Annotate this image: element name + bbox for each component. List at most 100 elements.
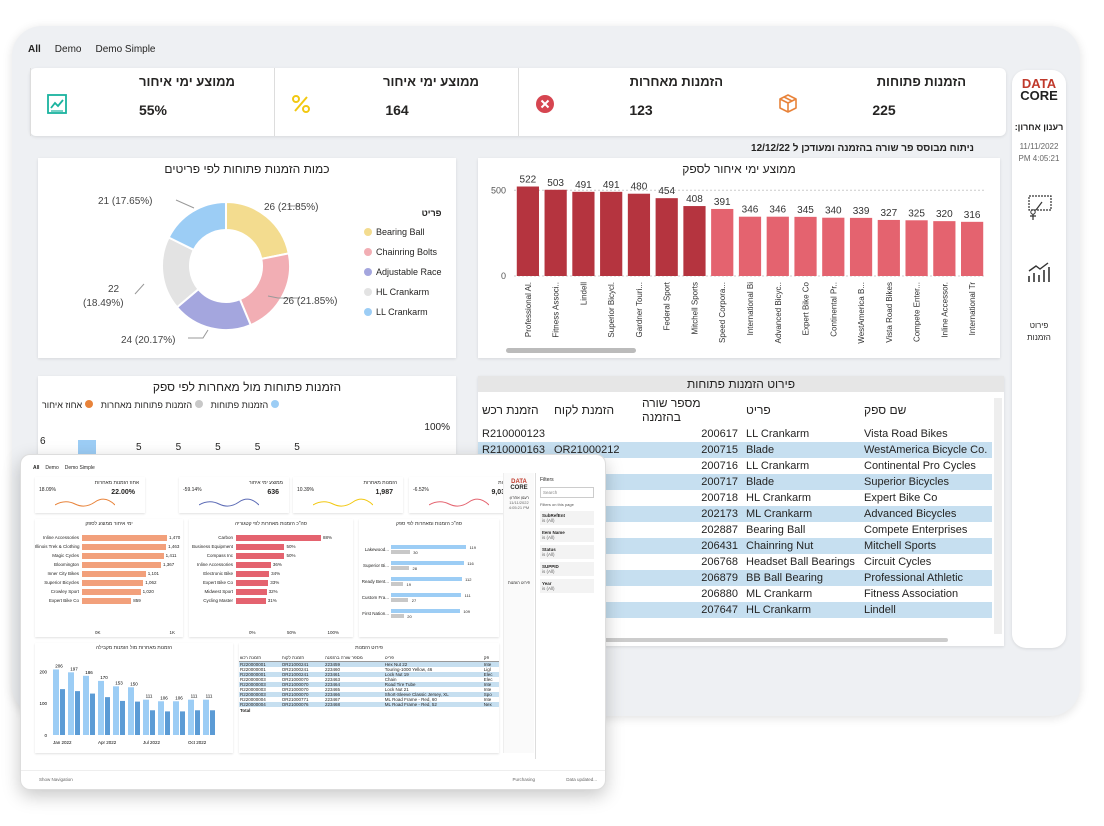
- inset-column[interactable]: [143, 699, 149, 735]
- kpi-avg-late-days[interactable]: ממוצע ימי איחור 164: [274, 68, 519, 136]
- growth-chart-icon[interactable]: [1026, 260, 1052, 291]
- inset-column[interactable]: [135, 701, 140, 735]
- inset-column[interactable]: [75, 691, 80, 735]
- inset-bar-row[interactable]: First Nation... 109 20: [362, 608, 470, 619]
- inset-column[interactable]: [113, 686, 119, 735]
- table-row[interactable]: R220000003 OR21000070 223466 Short-Sleeve C…: [239, 692, 499, 697]
- col-header-vendor[interactable]: שם ספק: [860, 394, 992, 426]
- bar-professional-al[interactable]: [516, 186, 539, 276]
- bar-speed-corpora[interactable]: [711, 208, 734, 276]
- inset-bar-row[interactable]: Carbon 88%: [218, 534, 333, 541]
- inset-bar-row[interactable]: Business Equipment 50%: [191, 543, 296, 550]
- tab-all[interactable]: All: [28, 44, 41, 55]
- inset-bar-row[interactable]: Illinois Trek & Clothing 1,463: [35, 543, 180, 550]
- inset-bar-row[interactable]: Midwest Sport 32%: [204, 588, 278, 595]
- inset-column[interactable]: [128, 687, 134, 735]
- inset-bar-row[interactable]: Superior Bi... 116 28: [362, 560, 474, 571]
- table-row[interactable]: R220000004 OR21000076 223468 ML Road Frame …: [239, 702, 499, 707]
- kpi-late-orders[interactable]: הזמנות מאחרות 123: [518, 68, 763, 136]
- horizontal-scrollbar[interactable]: [488, 638, 948, 642]
- show-navigation-button[interactable]: Show Navigation: [39, 777, 73, 782]
- inset-column[interactable]: [158, 701, 164, 735]
- filter-card-status[interactable]: Status is (All): [540, 545, 594, 559]
- table-row[interactable]: R220000001 OR21000241 223460 Touring-1000 Y…: [240, 667, 491, 672]
- bar-gardner-touri[interactable]: [627, 193, 651, 276]
- inset-bar-row[interactable]: Expert Bike Co 859: [48, 597, 141, 604]
- legend-item-ll-crankarm[interactable]: LL Crankarm: [364, 302, 442, 322]
- inset-kpi-card[interactable]: הזמנות9,032-6.52%: [409, 477, 519, 513]
- inset-column[interactable]: [203, 699, 209, 735]
- inset-column[interactable]: [120, 700, 125, 735]
- bar-international-tr[interactable]: [961, 221, 984, 276]
- horizontal-scrollbar[interactable]: [506, 348, 636, 353]
- inset-column[interactable]: [210, 710, 215, 735]
- inset-column[interactable]: [165, 711, 170, 735]
- col-header-po[interactable]: הזמנת רכש: [478, 394, 550, 426]
- inset-bar-row[interactable]: Inner City Bikes 1,101: [47, 570, 160, 577]
- filter-card-subrefent[interactable]: SubRefEnt is (All): [540, 511, 594, 525]
- bar-lindell[interactable]: [572, 191, 595, 276]
- inset-column[interactable]: [90, 693, 95, 735]
- inset-nav-label[interactable]: פירוט הזמנות: [507, 580, 531, 585]
- vertical-scrollbar[interactable]: [994, 398, 1002, 634]
- bar-compete-enter[interactable]: [905, 220, 928, 276]
- filter-card-suppid[interactable]: SUPPID is (All): [540, 562, 594, 576]
- inset-column[interactable]: [83, 675, 89, 735]
- bar-mitchell-sports[interactable]: [683, 206, 706, 276]
- inset-tab-demo-simple[interactable]: Demo Simple: [64, 465, 95, 471]
- table-row[interactable]: R220000003 OR21000070 223463 Chain Elec: [240, 677, 493, 682]
- inset-bar-row[interactable]: Cycling Master 31%: [203, 597, 277, 604]
- table-row[interactable]: R210000123 200617 LL Crankarm Vista Road Bi…: [478, 426, 992, 442]
- table-row[interactable]: R220000001 OR21000241 223461 Lock Nut 19 Ele…: [239, 672, 499, 677]
- bar-advanced-bicyc[interactable]: [766, 216, 789, 276]
- inset-bar-row[interactable]: Magic Cycles 1,411: [52, 552, 177, 559]
- inset-bar-row[interactable]: Electronic Bike 34%: [203, 570, 281, 577]
- inset-bar-row[interactable]: Inline Accessories 36%: [196, 561, 282, 568]
- table-row[interactable]: 206880 ML Crankarm Fitness Association: [478, 586, 992, 602]
- inset-column[interactable]: [68, 672, 74, 735]
- inset-kpi-card[interactable]: אחוז הזמנות מאחרות 22.00% 18.09%: [35, 477, 145, 513]
- inset-bar-row[interactable]: Ready Bent... 112 19: [361, 576, 472, 587]
- inset-column[interactable]: [60, 689, 65, 735]
- inset-bar-row[interactable]: Bloomington 1,367: [53, 561, 175, 568]
- legend-item-chainring-bolts[interactable]: Chainring Bolts: [364, 242, 442, 262]
- filter-card-year[interactable]: Year is (All): [540, 579, 594, 593]
- bar-superior-bicycl[interactable]: [600, 191, 623, 276]
- bar-inline-accessor[interactable]: [933, 221, 956, 276]
- bar-expert-bike-co[interactable]: [794, 216, 817, 276]
- inset-bar-row[interactable]: Crowley Sport 1,020: [50, 588, 154, 595]
- inset-bar-row[interactable]: Superior Bicycles 1,062: [44, 579, 157, 586]
- tab-demo-simple[interactable]: Demo Simple: [95, 44, 156, 55]
- bar-fitness-associ[interactable]: [544, 189, 567, 276]
- col-header-line[interactable]: מספר שורה בהזמנה: [638, 394, 742, 426]
- inset-column[interactable]: [105, 697, 110, 735]
- inset-bar-row[interactable]: Expert Bike Co 33%: [202, 579, 280, 586]
- legend-item-bearing-ball[interactable]: Bearing Ball: [364, 222, 442, 242]
- legend-item-adjustable-race[interactable]: Adjustable Race: [364, 262, 442, 282]
- inset-column[interactable]: [188, 699, 194, 735]
- col-header-item[interactable]: פריט: [742, 394, 860, 426]
- filter-card-item-name[interactable]: Item Name is (All): [540, 528, 594, 542]
- inset-column[interactable]: [53, 669, 59, 735]
- inset-column[interactable]: [173, 701, 179, 735]
- bar-continental-pr[interactable]: [822, 217, 845, 276]
- table-row[interactable]: 202887 Bearing Ball Compete Enterprises: [478, 522, 992, 538]
- col-header-so[interactable]: הזמנת לקוח: [550, 394, 638, 426]
- inset-kpi-card[interactable]: הזמנות מאחרות 1,987 10.39%: [293, 477, 403, 513]
- inset-bar-row[interactable]: Compass Inc 50%: [206, 552, 296, 559]
- inset-column[interactable]: [98, 680, 104, 735]
- bar-vista-road-bikes[interactable]: [877, 219, 900, 276]
- nav-order-details[interactable]: פירוט הזמנות: [1027, 321, 1051, 342]
- donut-slice-chainring-bolts[interactable]: [238, 252, 291, 327]
- bar-international-bi[interactable]: [738, 216, 762, 276]
- bar-federal-sport[interactable]: [655, 198, 678, 276]
- tab-demo[interactable]: Demo: [54, 44, 82, 55]
- inset-bar-row[interactable]: Lakewood... 119 30: [364, 544, 476, 555]
- inset-bar-row[interactable]: Custom Fra... 111 27: [361, 592, 471, 603]
- table-row[interactable]: R220000001 OR21000241 223459 Hex Nut 22 Inte: [239, 661, 499, 667]
- inset-tab-all[interactable]: All: [33, 465, 40, 471]
- inset-kpi-card[interactable]: ממוצע ימי איחור 636 -59.14%: [179, 477, 289, 513]
- kpi-open-orders[interactable]: הזמנות פתוחות 225: [762, 68, 1006, 136]
